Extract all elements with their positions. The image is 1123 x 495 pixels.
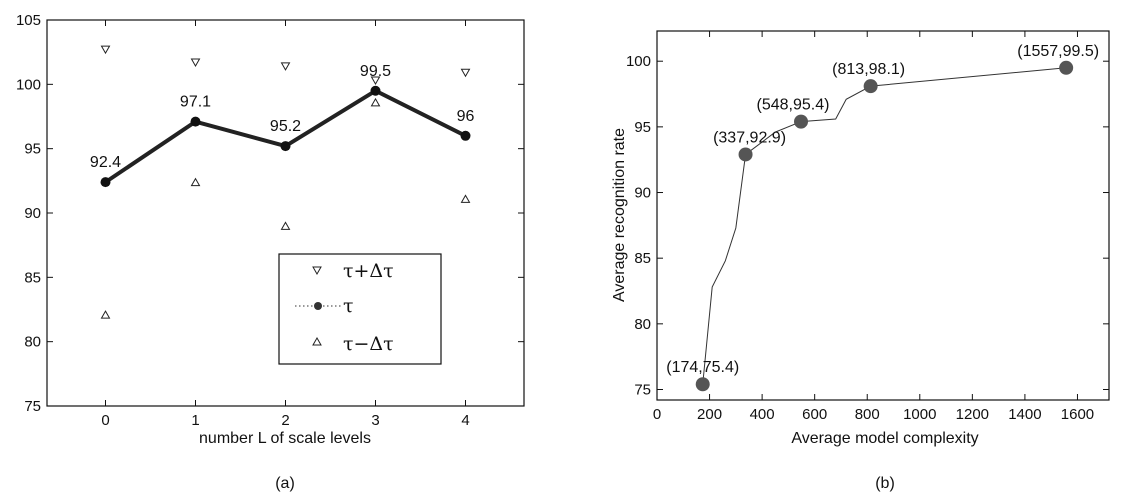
tau-data-label: 99.5 xyxy=(360,63,391,80)
tau-point xyxy=(280,141,291,152)
tau-data-label: 92.4 xyxy=(90,154,121,171)
tau-point xyxy=(190,116,201,127)
complexity-data-label: (337,92.9) xyxy=(713,129,786,146)
tau-point xyxy=(100,177,111,188)
complexity-point xyxy=(738,147,753,162)
tau-plus-marker xyxy=(280,62,291,71)
complexity-point xyxy=(695,377,710,392)
x-tick-label-b: 1200 xyxy=(956,406,989,423)
y-tick-label-a: 100 xyxy=(16,76,41,93)
tau-plus-marker xyxy=(370,76,381,85)
y-tick-label-b: 85 xyxy=(634,250,651,267)
caption-a: (a) xyxy=(275,475,295,492)
tau-plus-marker xyxy=(460,68,471,78)
y-tick-label-a: 105 xyxy=(16,12,41,29)
x-tick-label-b: 400 xyxy=(750,406,775,423)
x-tick-label-a: 1 xyxy=(191,412,199,429)
x-tick-label-a: 3 xyxy=(371,412,379,429)
complexity-point xyxy=(1059,60,1074,75)
x-axis-label-b: Average model complexity xyxy=(791,430,978,447)
y-tick-label-a: 75 xyxy=(24,398,41,415)
legend-a: τ+Δτ τ τ−Δτ xyxy=(278,253,442,365)
complexity-data-label: (174,75.4) xyxy=(666,359,739,376)
legend-marker-circle xyxy=(314,302,322,310)
complexity-data-label: (813,98.1) xyxy=(832,61,905,78)
legend-marker-triangle-up xyxy=(312,336,322,346)
legend-label-tau: τ xyxy=(343,295,354,317)
axes-frame-b xyxy=(656,30,1110,401)
caption-b: (b) xyxy=(875,475,895,492)
y-tick-label-a: 90 xyxy=(24,205,41,222)
chart-panel-a: 0 1 2 3 4 75 80 85 90 95 100 105 92.4 97.1 95.2 99.5 96… xyxy=(16,12,525,492)
tau-point xyxy=(370,85,381,96)
plot-series-b: (174,75.4) (337,92.9) (548,95.4) (813,98.1)… xyxy=(666,43,1099,392)
tau-minus-marker xyxy=(460,194,471,203)
y-tick-label-b: 90 xyxy=(634,185,651,202)
y-tick-label-a: 95 xyxy=(24,141,41,158)
tau-plus-marker xyxy=(190,58,201,67)
x-tick-label-b: 1600 xyxy=(1061,406,1094,423)
y-axis-label-b: Average recognition rate xyxy=(611,128,628,302)
x-axis-label-a: number L of scale levels xyxy=(199,430,371,447)
chart-panel-b: 0 200 400 600 800 1000 1200 1400 1600 75 80 85 90 95 1… xyxy=(611,30,1110,492)
x-tick-label-b: 1400 xyxy=(1008,406,1041,423)
tau-plus-marker xyxy=(100,45,111,55)
y-tick-label-b: 80 xyxy=(634,316,651,333)
tau-data-label: 97.1 xyxy=(180,94,211,111)
x-tick-label-b: 200 xyxy=(697,406,722,423)
tau-minus-marker xyxy=(280,221,291,230)
tau-minus-marker xyxy=(190,177,201,187)
axes-ticks-a: 0 1 2 3 4 75 80 85 90 95 100 105 xyxy=(16,12,524,429)
tau-data-label: 96 xyxy=(457,108,475,125)
tau-point xyxy=(460,130,471,141)
y-tick-label-a: 80 xyxy=(24,334,41,351)
legend-box-a xyxy=(278,253,442,365)
legend-label-tau-plus: τ+Δτ xyxy=(343,260,394,282)
y-tick-label-b: 75 xyxy=(634,381,651,398)
x-tick-label-b: 1000 xyxy=(903,406,936,423)
legend-label-tau-minus: τ−Δτ xyxy=(343,333,394,355)
x-tick-label-b: 0 xyxy=(653,406,661,423)
axes-ticks-b: 0 200 400 600 800 1000 1200 1400 1600 75 80 85 90 95 1… xyxy=(626,31,1109,423)
plot-series-a: 92.4 97.1 95.2 99.5 96 xyxy=(90,45,475,319)
x-tick-label-a: 0 xyxy=(101,412,109,429)
y-tick-label-a: 85 xyxy=(24,269,41,286)
x-tick-label-b: 800 xyxy=(855,406,880,423)
x-tick-label-a: 2 xyxy=(281,412,289,429)
tau-minus-marker xyxy=(370,97,381,107)
tau-minus-marker xyxy=(100,310,111,319)
tau-data-label: 95.2 xyxy=(270,118,301,135)
y-tick-label-b: 100 xyxy=(626,53,651,70)
x-tick-label-b: 600 xyxy=(802,406,827,423)
curve-line xyxy=(702,67,1067,385)
x-tick-label-a: 4 xyxy=(461,412,469,429)
legend-marker-triangle-down xyxy=(312,266,322,276)
complexity-data-label: (1557,99.5) xyxy=(1017,43,1099,60)
complexity-data-label: (548,95.4) xyxy=(757,97,830,114)
complexity-point xyxy=(794,114,809,129)
y-tick-label-b: 95 xyxy=(634,119,651,136)
complexity-point xyxy=(863,79,878,94)
